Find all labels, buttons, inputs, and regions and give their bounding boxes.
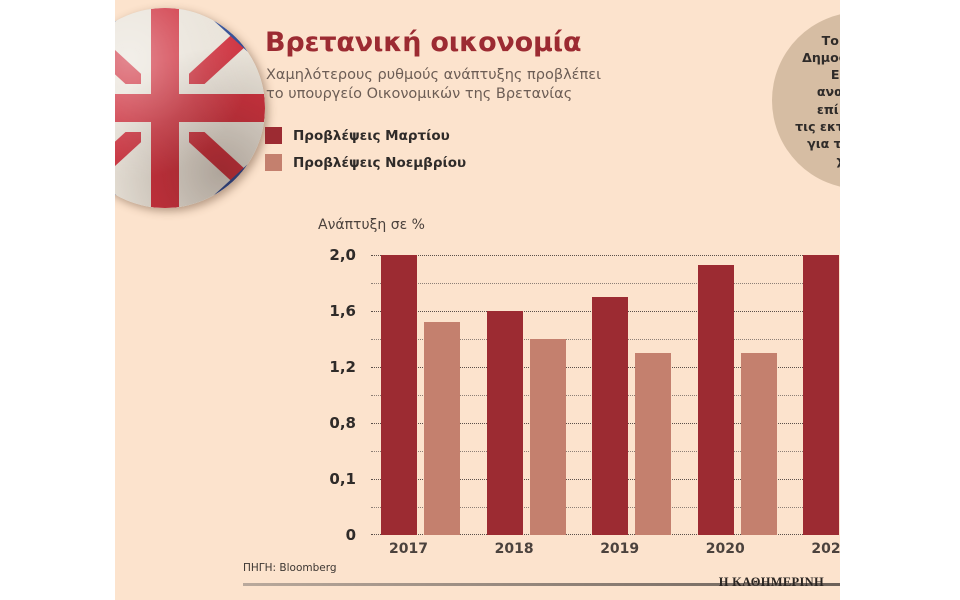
y-axis-tick-label: 0,1 [329,470,356,488]
x-axis-tick-label: 2018 [494,541,534,557]
x-axis-tick-label: 2017 [389,541,428,557]
bar-november-2019 [635,353,672,535]
infographic-panel: Βρετανική οικονομία Χαμηλότερους ρυθμούς… [115,0,840,600]
bar-march-2020 [697,264,734,535]
bar-november-2020 [740,353,777,535]
bar-group [477,255,583,535]
x-axis-tick-label: 2019 [600,541,640,557]
y-axis-tick-label: 0 [345,526,356,544]
uk-flag-svg [115,8,265,208]
bar-november-2018 [529,339,566,535]
y-axis-tick-label: 1,6 [329,302,356,320]
bar-november-2017 [424,322,460,535]
bar-march-2019 [592,297,629,535]
bar-march-2021 [803,255,840,535]
y-axis-title: Ανάπτυξη σε % [318,217,425,233]
source-note: ΠΗΓΗ: Bloomberg [243,562,337,574]
bar-march-2017 [381,255,417,535]
bar-group [793,255,840,535]
y-axis-tick-label: 2,0 [329,246,356,264]
x-axis-tick-labels: 2017 2018 2019 2020 2021 [371,538,840,557]
x-axis-tick-cell: 2018 [477,538,583,557]
y-axis-tick-label: 0,8 [329,414,356,432]
uk-flag-badge-icon [115,8,265,208]
page-title: Βρετανική οικονομία [265,27,582,58]
bar-march-2018 [486,311,523,535]
bar-group [688,255,794,535]
y-axis-tick-label: 1,2 [329,358,356,376]
bar-group [371,255,477,535]
legend-label-november: Προβλέψεις Νοεμβρίου [293,154,467,171]
bar-group [582,255,688,535]
x-axis-tick-label: 2020 [705,541,745,557]
x-axis-tick-cell: 2019 [582,538,688,557]
legend-item-march: Προβλέψεις Μαρτίου [265,122,466,149]
x-axis-tick-label: 2021 [811,541,840,557]
gridline [371,283,840,284]
y-axis-tick-labels: 2,0 1,6 1,2 0,8 0,1 0 [311,246,356,544]
gridline [371,255,840,256]
x-axis-tick-cell: 2017 [371,538,477,557]
chart-bar-groups [371,255,840,535]
callout-text: Το Γραφείο Δημοσιονομικής Ευθύνης αναθεώ… [795,32,840,168]
callout-bubble: Το Γραφείο Δημοσιονομικής Ευθύνης αναθεώ… [772,12,840,189]
legend-item-november: Προβλέψεις Νοεμβρίου [265,149,466,176]
footer-divider [243,583,840,586]
legend-label-march: Προβλέψεις Μαρτίου [293,127,450,144]
brand-name: Η ΚΑΘΗΜΕΡΙΝΗ [718,575,824,589]
x-axis-tick-cell: 2021 [793,538,840,557]
chart-legend: Προβλέψεις Μαρτίου Προβλέψεις Νοεμβρίου [265,122,466,176]
legend-swatch-march [265,127,282,144]
legend-swatch-november [265,154,282,171]
page-subtitle: Χαμηλότερους ρυθμούς ανάπτυξης προβλέπει… [266,67,601,102]
x-axis-tick-cell: 2020 [688,538,794,557]
